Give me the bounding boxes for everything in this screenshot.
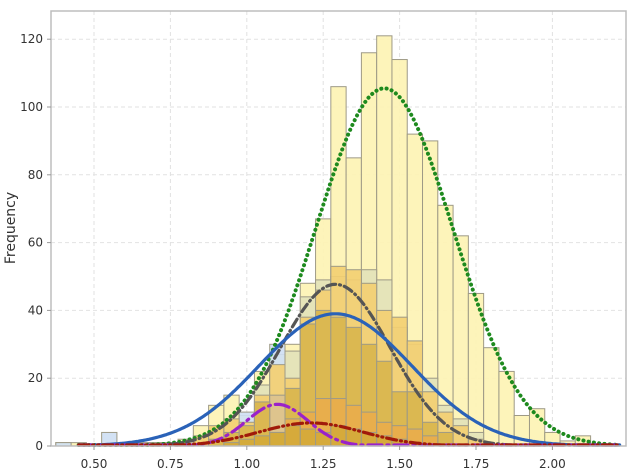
y-tick-label: 80 [28,168,43,182]
histogram-bar [269,431,286,447]
x-tick-label: 0.75 [157,457,184,471]
x-tick-label: 1.00 [233,457,260,471]
y-tick-label: 40 [28,303,43,317]
histogram-bar [284,425,301,447]
fitted-curves [76,86,622,447]
histogram-bar [253,435,271,447]
histogram-bar [452,425,469,447]
y-axis-title: Frequency [3,192,19,264]
y-axis: 0 20 40 60 80 100 120 [20,32,51,453]
x-tick-label: 0.50 [81,457,108,471]
x-tick-label: 1.25 [310,457,337,471]
y-tick-label: 100 [20,100,43,114]
histogram-bar [238,438,255,447]
x-tick-label: 1.50 [386,457,413,471]
y-tick-label: 120 [20,32,43,46]
x-tick-label: 1.75 [463,457,490,471]
curve-fit_darkred_dashdotdot [77,421,622,447]
plot-frame [50,10,627,447]
histogram-bar [299,428,317,447]
y-tick-label: 20 [28,371,43,385]
curve-fit_blue_solid [77,312,622,447]
y-tick-label: 0 [35,439,43,453]
x-tick-label: 2.00 [539,457,566,471]
histogram-series-group_dark_gold [223,425,408,447]
x-axis: 0.50 0.75 1.00 1.25 1.50 1.75 2.00 [81,446,566,471]
y-tick-label: 60 [28,236,43,250]
